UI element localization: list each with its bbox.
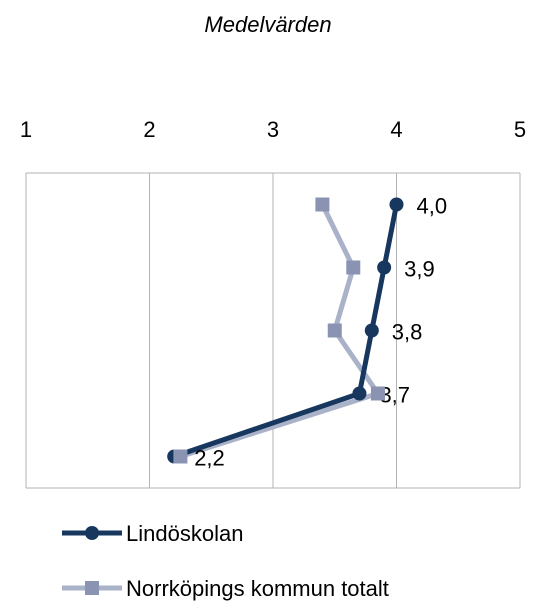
data-label: 2,2: [194, 445, 225, 470]
point: [377, 260, 392, 275]
series-line: [173, 204, 399, 459]
legend-marker: [85, 581, 99, 595]
x-tick-label: 5: [514, 117, 526, 142]
data-label: 4,0: [417, 193, 448, 218]
x-tick-label: 4: [390, 117, 402, 142]
legend-label: Norrköpings kommun totalt: [126, 576, 389, 601]
point: [173, 449, 188, 464]
data-label: 3,8: [392, 319, 423, 344]
x-tick-label: 1: [20, 117, 32, 142]
point: [315, 197, 330, 212]
chart-title: Medelvärden: [204, 12, 331, 37]
legend-marker: [85, 526, 99, 540]
point: [389, 197, 404, 212]
point: [346, 260, 361, 275]
x-tick-label: 2: [143, 117, 155, 142]
x-tick-label: 3: [267, 117, 279, 142]
data-label: 3,9: [404, 256, 435, 281]
point: [327, 323, 342, 338]
point: [352, 386, 367, 401]
legend-label: Lindöskolan: [126, 521, 243, 546]
point: [364, 323, 379, 338]
point: [370, 386, 385, 401]
